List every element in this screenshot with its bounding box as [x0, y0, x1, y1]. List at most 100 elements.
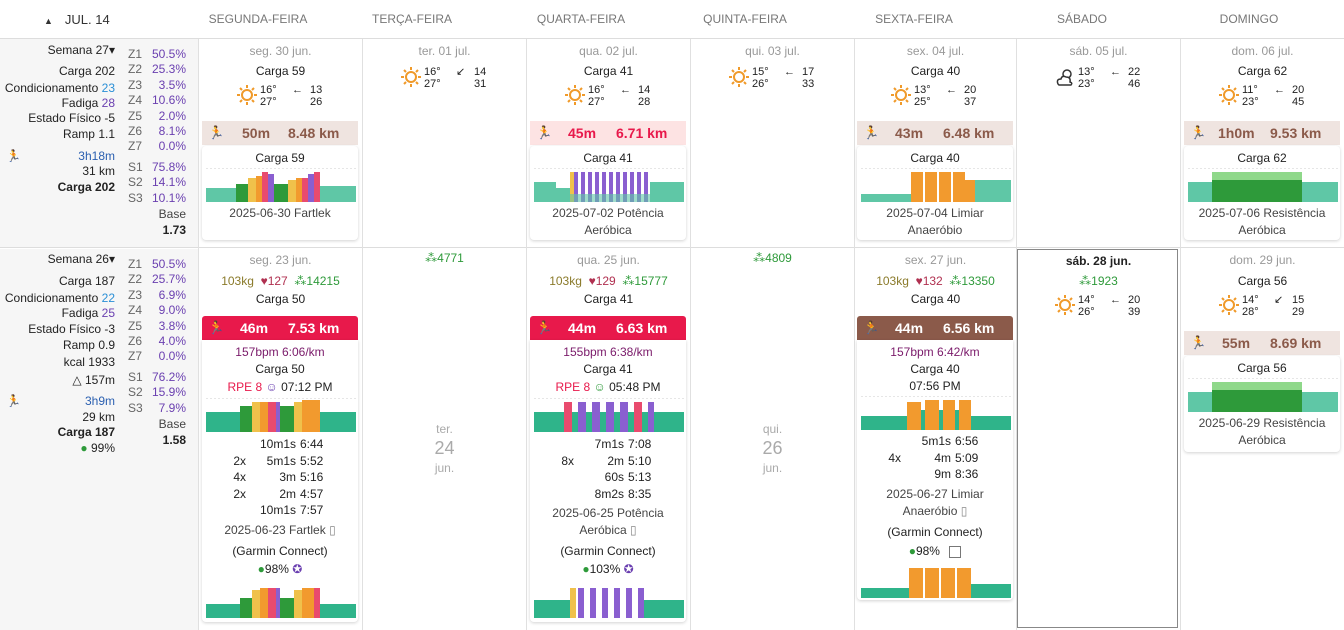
day-date: seg. 30 jun. [249, 44, 312, 58]
activity-header[interactable]: 🏃 43m 6.48 km [857, 121, 1013, 145]
workout-name[interactable]: 2025-07-04 Limiar Anaeróbio [886, 206, 984, 237]
activity-card[interactable]: Carga 56 2025-06-29 Resistência Aeróbica [1184, 356, 1340, 452]
activity-card[interactable]: 155bpm 6:38/km Carga 41 RPE 8 ☺ 05:48 PM… [530, 340, 686, 622]
activity-card[interactable]: Carga 59 2025-06-30 Fartlek [202, 146, 358, 240]
day-metrics: 103kg ♥129 ⁂15777 [549, 274, 668, 288]
weather: 11° 23° ← 20 45 [1218, 82, 1318, 108]
interval-cell: 2x [233, 486, 246, 501]
sun-icon [564, 84, 586, 106]
day-metrics: 103kg ♥127 ⁂14215 [221, 274, 340, 288]
week-title[interactable]: Semana 26▾ [47, 252, 115, 266]
col-divider [362, 39, 363, 630]
interval-cell: 10m1s [259, 437, 296, 451]
interval-cell: 7:08 [628, 437, 652, 451]
day-header-wed: QUARTA-FEIRA [536, 12, 626, 26]
compliance: ●98% ✪ [257, 562, 303, 576]
activity-header[interactable]: 🏃 44m 6.56 km [857, 316, 1013, 340]
workout-name[interactable]: 2025-07-02 Potência Aeróbica [552, 206, 664, 237]
workout-name[interactable]: 2025-06-23 Fartlek ▯ [224, 523, 336, 537]
day-date: seg. 23 jun. [249, 253, 312, 267]
day-date: qua. 02 jul. [579, 44, 638, 58]
day-date: ter. 01 jul. [418, 44, 471, 58]
rpe: RPE 8 ☺ 07:12 PM [227, 380, 333, 394]
speed-zone-label: S1 [128, 369, 143, 384]
dropdown-icon[interactable]: ▾ [108, 43, 115, 57]
zone-pct: 2.0% [158, 108, 186, 123]
collapse-up-icon[interactable]: ▲ [44, 16, 53, 26]
workout-name[interactable]: 2025-06-29 Resistência Aeróbica [1198, 416, 1326, 447]
workout-source[interactable]: (Garmin Connect) [560, 544, 656, 558]
run-icon: 🏃 [536, 125, 553, 140]
activity-card[interactable]: Carga 40 2025-07-04 Limiar Anaeróbio [857, 146, 1013, 240]
sun-icon [1218, 84, 1240, 106]
day-header-thu: QUINTA-FEIRA [703, 12, 787, 26]
pace-hr: 157bpm 6:42/km [890, 345, 980, 359]
activity-header[interactable]: 🏃 44m 6.63 km [530, 316, 686, 340]
dropdown-icon[interactable]: ▾ [108, 252, 115, 266]
check-circle-icon: ● [257, 562, 265, 576]
check-circle-icon: ● [80, 441, 88, 455]
day-steps: ⁂4809 [753, 251, 792, 265]
map-icon: ▯ [329, 523, 336, 537]
zone-label: Z5 [128, 108, 143, 123]
week-ramp: Ramp 1.1 [62, 127, 115, 141]
zone-pct: 25.3% [151, 62, 186, 77]
workout-name[interactable]: 2025-07-06 Resistência Aeróbica [1198, 206, 1326, 237]
sun-icon [890, 84, 912, 106]
speed-zone-label: S2 [128, 175, 143, 190]
workout-name[interactable]: 2025-06-30 Fartlek [229, 206, 331, 220]
day-date: qua. 25 jun. [577, 253, 640, 267]
workout-chart [206, 398, 356, 432]
steps-icon: ⁂ [753, 251, 766, 265]
interval-cell: 5:09 [955, 450, 979, 465]
check-circle-icon: ● [582, 562, 590, 576]
day-date: sex. 27 jun. [904, 253, 967, 267]
workout-chart [861, 168, 1011, 202]
speed-zone-label: S1 [128, 159, 143, 174]
steps-icon: ⁂ [425, 251, 438, 265]
smiley-icon: ☺ [265, 380, 278, 394]
heart-icon: ♥ [260, 274, 268, 288]
interval-cell: 9m [934, 467, 951, 481]
zone-pct: 25.7% [151, 272, 186, 287]
zone-pct: 10.6% [151, 93, 186, 108]
map-icon: ▯ [960, 504, 968, 518]
workout-name[interactable]: 2025-06-27 Limiar Anaeróbio ▯ [886, 487, 984, 518]
interval-cell: 6:56 [955, 434, 979, 448]
pace-hr: 157bpm 6:06/km [235, 345, 325, 359]
month-nav[interactable]: ▲ JUL. 14 [44, 12, 110, 27]
wind-arrow-icon: ↙ 15 29 [1274, 294, 1305, 318]
activity-header[interactable]: 🏃 46m 7.53 km [202, 316, 358, 340]
interval-cell: 5m1s [266, 453, 296, 468]
week-title[interactable]: Semana 27▾ [47, 43, 115, 57]
week-condicionamento: Condicionamento 22 [4, 291, 115, 305]
day-header-fri: SEXTA-FEIRA [875, 12, 953, 26]
run-icon: 🏃 [208, 125, 225, 140]
activity-card[interactable]: Carga 41 2025-07-02 Potência Aeróbica [530, 146, 686, 240]
workout-chart [1188, 168, 1338, 202]
col-divider [198, 39, 199, 630]
checkbox[interactable] [949, 545, 962, 558]
activity-header[interactable]: 🏃 50m 8.48 km [202, 121, 358, 145]
workout-chart [861, 396, 1011, 430]
zone-label: Z3 [128, 287, 143, 302]
run-icon: 🏃 [863, 125, 880, 140]
weather: 14° 28° ↙ 15 29 [1218, 292, 1318, 318]
interval-cell: 6:44 [300, 437, 324, 451]
day-header-tue: TERÇA-FEIRA [371, 12, 452, 26]
weather: 16° 27° ← 14 28 [564, 82, 664, 108]
activity-card[interactable]: 157bpm 6:06/km Carga 50 RPE 8 ☺ 07:12 PM… [202, 340, 358, 622]
verified-icon: ✪ [292, 562, 303, 576]
workout-source[interactable]: (Garmin Connect) [232, 544, 328, 558]
workout-name[interactable]: 2025-06-25 Potência Aeróbica ▯ [552, 506, 664, 537]
activity-header[interactable]: 🏃 45m 6.71 km [530, 121, 686, 145]
activity-header[interactable]: 🏃 1h0m 9.53 km [1184, 121, 1340, 145]
selected-day-cell[interactable] [1017, 249, 1178, 628]
activity-header[interactable]: 🏃 55m 8.69 km [1184, 331, 1340, 355]
zone-label: Z7 [128, 349, 143, 364]
run-icon: 🏃 [863, 320, 880, 335]
activity-card[interactable]: 157bpm 6:42/km Carga 40 07:56 PM 5m1s 6:5… [857, 340, 1013, 600]
workout-source[interactable]: (Garmin Connect) [887, 525, 983, 539]
run-icon: 🏃 [1190, 125, 1207, 140]
activity-card[interactable]: Carga 62 2025-07-06 Resistência Aeróbica [1184, 146, 1340, 240]
